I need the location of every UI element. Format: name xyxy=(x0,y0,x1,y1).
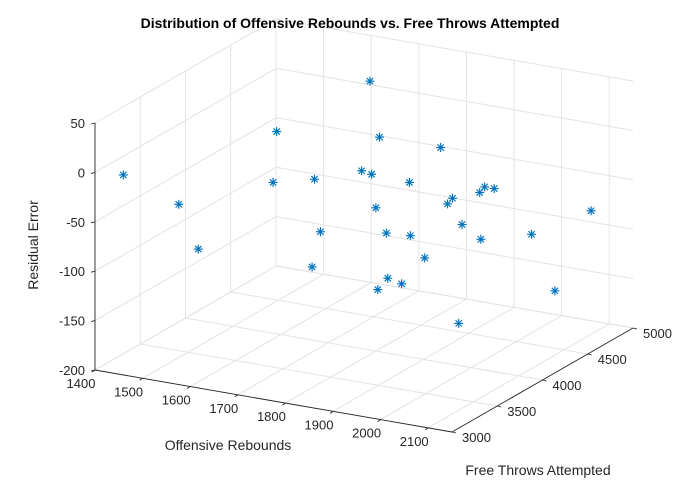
grid-line xyxy=(94,265,277,371)
x-tick-label: 1500 xyxy=(114,384,143,399)
x-tick-label: 1800 xyxy=(257,409,286,424)
data-point xyxy=(480,182,490,192)
data-point xyxy=(436,143,446,153)
grid-line xyxy=(94,67,277,173)
data-point xyxy=(365,76,375,86)
data-point xyxy=(586,206,596,216)
data-point xyxy=(383,273,393,283)
y-tick-label: 4500 xyxy=(598,352,627,367)
grid-layer xyxy=(94,18,634,433)
grid-line xyxy=(185,317,543,381)
data-point xyxy=(174,199,184,209)
data-point xyxy=(475,188,485,198)
grid-line xyxy=(94,18,277,124)
grid-line xyxy=(230,291,588,355)
data-point xyxy=(489,184,499,194)
data-point xyxy=(371,203,381,213)
data-point xyxy=(381,228,391,238)
data-point xyxy=(476,234,486,244)
y-tick-label: 5000 xyxy=(643,326,672,341)
data-point xyxy=(454,318,464,328)
grid-line xyxy=(94,166,277,272)
z-tick xyxy=(90,270,96,273)
data-point xyxy=(374,132,384,142)
y-tick-label: 4000 xyxy=(553,378,582,393)
y-axis-label: Free Throws Attempted xyxy=(465,462,610,478)
z-tick-label: -50 xyxy=(66,215,85,230)
z-tick-label: -100 xyxy=(59,264,85,279)
y-tick xyxy=(587,353,592,356)
z-tick-label: 0 xyxy=(78,165,85,180)
data-point xyxy=(420,253,430,263)
data-point xyxy=(268,177,278,187)
x-tick-label: 1600 xyxy=(162,393,191,408)
x-tick xyxy=(377,419,381,422)
grid-line xyxy=(94,117,277,223)
data-point xyxy=(357,166,367,176)
data-point xyxy=(118,170,128,180)
data-point xyxy=(309,174,319,184)
data-point xyxy=(550,286,560,296)
chart-title: Distribution of Offensive Rebounds vs. F… xyxy=(141,15,560,31)
data-points xyxy=(118,76,596,328)
x-tick xyxy=(282,402,286,406)
y-tick-label: 3500 xyxy=(507,404,536,419)
y-tick-label: 3000 xyxy=(462,430,491,445)
y-tick xyxy=(497,405,502,408)
data-point xyxy=(367,169,377,179)
data-point xyxy=(272,127,282,137)
grid-line xyxy=(140,343,498,407)
grid-line xyxy=(94,216,277,322)
data-point xyxy=(443,199,453,209)
grid-line xyxy=(275,67,634,131)
x-tick-label: 2100 xyxy=(400,434,429,449)
data-point xyxy=(405,231,415,241)
z-tick-label: 50 xyxy=(71,116,85,131)
x-tick xyxy=(234,394,239,398)
data-point xyxy=(373,285,383,295)
z-tick xyxy=(90,171,96,174)
grid-line xyxy=(275,265,634,329)
z-tick xyxy=(90,221,96,224)
x-tick-label: 1700 xyxy=(209,401,238,416)
x-tick xyxy=(424,427,429,431)
grid-line xyxy=(275,117,634,181)
z-tick xyxy=(90,320,96,323)
y-tick xyxy=(451,431,457,434)
z-tick-label: -200 xyxy=(59,363,85,378)
y-tick xyxy=(632,327,638,330)
tick-layer: 1400 1500 1600 1700 1800 1900 2000 2100 3000 3500… xyxy=(59,116,672,449)
x-tick-label: 1400 xyxy=(67,376,96,391)
data-point xyxy=(527,229,537,239)
x-tick xyxy=(139,377,143,381)
data-point xyxy=(457,220,467,230)
grid-line xyxy=(275,216,634,280)
data-point xyxy=(315,227,325,237)
data-point xyxy=(404,177,414,187)
data-point xyxy=(448,193,458,203)
data-point xyxy=(397,279,407,289)
y-tick xyxy=(542,379,547,382)
x-tick-label: 1900 xyxy=(305,417,334,432)
x-tick-label: 2000 xyxy=(352,426,381,441)
z-axis-label: Residual Error xyxy=(25,200,41,290)
data-point xyxy=(193,244,203,254)
x-axis-label: Offensive Rebounds xyxy=(165,437,292,453)
x-tick xyxy=(329,410,334,414)
z-tick xyxy=(90,122,96,125)
data-point xyxy=(307,262,317,272)
x-tick xyxy=(186,386,191,389)
x-axis-line xyxy=(94,369,453,433)
z-tick-label: -150 xyxy=(59,314,85,329)
grid-line xyxy=(275,18,634,82)
z-tick xyxy=(90,369,96,372)
